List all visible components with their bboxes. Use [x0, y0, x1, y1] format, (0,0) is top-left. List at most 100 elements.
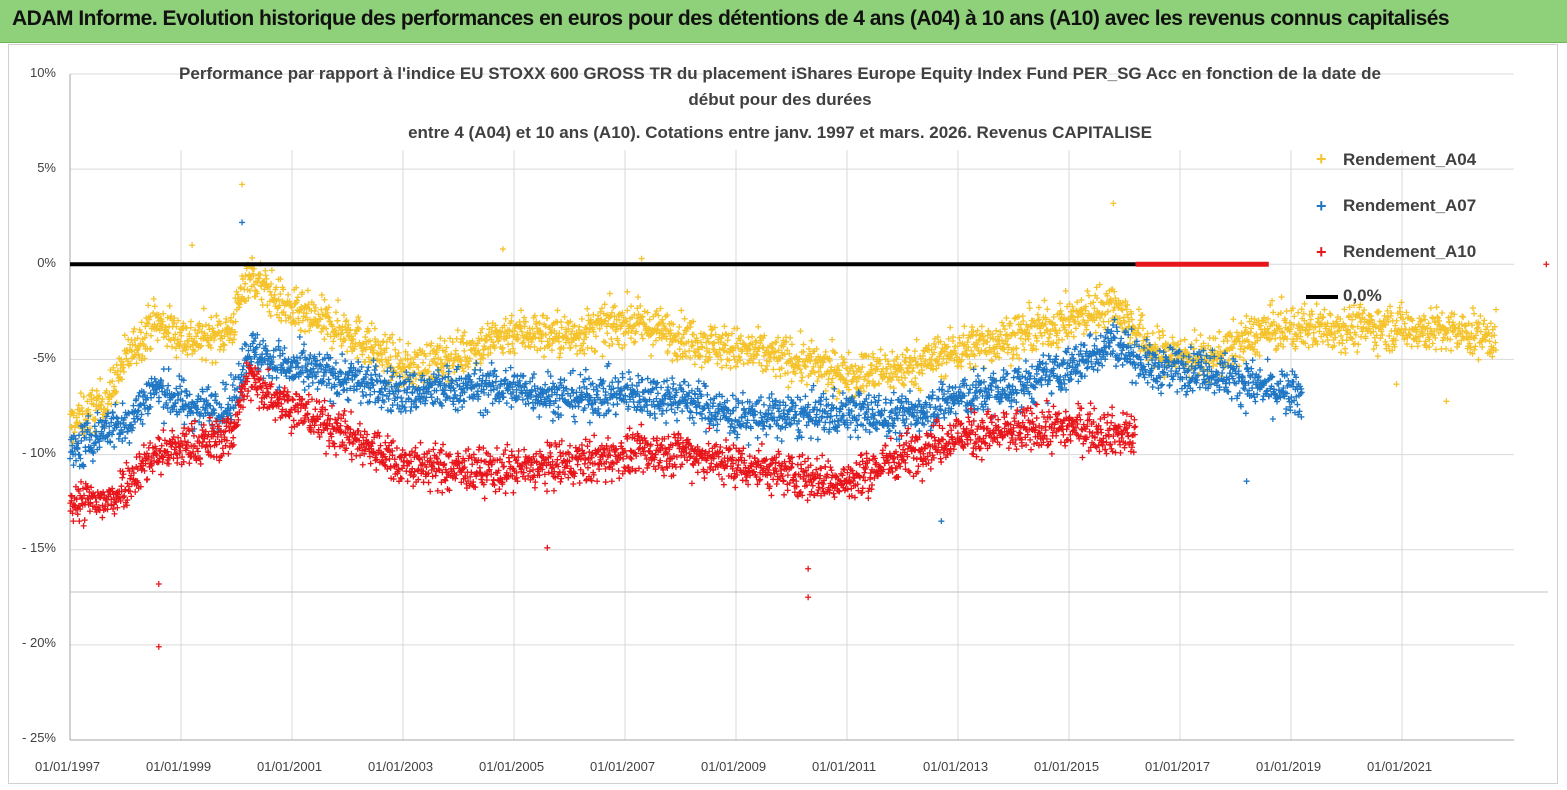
point-a04	[208, 344, 215, 351]
point-a04	[178, 332, 185, 339]
point-a04	[97, 375, 104, 382]
point-a04	[96, 392, 103, 399]
point-a04	[332, 327, 339, 334]
point-a04	[200, 305, 207, 312]
point-a04	[441, 337, 448, 344]
point-a04	[165, 330, 172, 337]
point-a04	[198, 356, 205, 363]
point-a04	[303, 310, 310, 317]
point-a04	[415, 363, 422, 370]
point-a04	[256, 275, 263, 282]
point-a04	[143, 330, 150, 337]
point-a04	[458, 335, 465, 342]
point-a04	[130, 328, 137, 335]
point-a04	[318, 291, 325, 298]
point-a04	[397, 357, 404, 364]
point-a04	[213, 312, 220, 319]
point-a04	[356, 318, 363, 325]
point-a04	[230, 310, 237, 317]
point-a04	[103, 387, 110, 394]
point-a04	[1313, 300, 1320, 307]
point-a04	[1414, 343, 1421, 350]
point-a04	[203, 321, 210, 328]
point-a04	[169, 343, 176, 350]
point-a04	[280, 309, 287, 316]
point-a04	[177, 338, 184, 345]
point-a04	[325, 304, 332, 311]
point-a04	[406, 364, 413, 371]
point-a04	[98, 398, 105, 405]
point-a04	[77, 390, 84, 397]
point-a04	[297, 327, 304, 334]
point-a04	[93, 387, 100, 394]
point-a04	[261, 286, 268, 293]
point-a04	[154, 337, 161, 344]
point-a04	[423, 341, 430, 348]
point-a04	[266, 308, 273, 315]
point-a04	[1374, 353, 1381, 360]
point-a04	[426, 362, 433, 369]
point-a04	[156, 327, 163, 334]
point-a04	[347, 326, 354, 333]
point-a04	[92, 415, 99, 422]
point-a04	[429, 347, 436, 354]
point-a04	[1425, 320, 1432, 327]
point-a04	[383, 345, 390, 352]
point-a04	[171, 320, 178, 327]
point-a04	[174, 317, 181, 324]
point-a04	[257, 271, 264, 278]
point-a04	[1310, 329, 1317, 336]
point-a04	[101, 405, 108, 412]
point-a04	[1432, 346, 1439, 353]
point-a04	[460, 368, 467, 375]
point-a04	[109, 378, 116, 385]
point-a04	[141, 334, 148, 341]
point-a04	[133, 360, 140, 367]
point-a04	[193, 333, 200, 340]
point-a04	[1477, 312, 1484, 319]
point-a04	[420, 359, 427, 366]
point-a04	[360, 340, 367, 347]
point-a04	[242, 272, 249, 279]
point-a04	[450, 362, 457, 369]
point-a04	[1492, 339, 1499, 346]
point-a04	[150, 296, 157, 303]
point-a04	[112, 388, 119, 395]
point-a04	[329, 323, 336, 330]
point-a04	[197, 343, 204, 350]
point-a04	[458, 361, 465, 368]
point-a04	[340, 312, 347, 319]
point-a04	[1321, 306, 1328, 313]
point-a04	[79, 411, 86, 418]
point-a04	[382, 331, 389, 338]
point-a04	[1475, 356, 1482, 363]
point-a04	[84, 398, 91, 405]
point-a04	[389, 331, 396, 338]
point-a04	[268, 280, 275, 287]
point-a04	[466, 358, 473, 365]
point-a04	[242, 298, 249, 305]
point-a04	[199, 323, 206, 330]
point-a04	[312, 304, 319, 311]
point-a04	[298, 303, 305, 310]
point-a04	[145, 320, 152, 327]
point-a04	[447, 335, 454, 342]
point-a04	[285, 291, 292, 298]
point-a04	[311, 307, 318, 314]
point-a04	[135, 351, 142, 358]
point-a04	[266, 288, 273, 295]
point-a04	[1439, 310, 1446, 317]
point-a04	[111, 383, 118, 390]
point-a04	[131, 325, 138, 332]
point-a04	[150, 310, 157, 317]
point-a04	[389, 339, 396, 346]
point-a04	[267, 312, 274, 319]
point-a04	[164, 343, 171, 350]
point-a04	[129, 341, 136, 348]
point-a04	[428, 340, 435, 347]
point-a04	[187, 324, 194, 331]
point-a04	[194, 340, 201, 347]
point-a04	[355, 326, 362, 333]
point-a04	[318, 328, 325, 335]
point-a04	[387, 354, 394, 361]
